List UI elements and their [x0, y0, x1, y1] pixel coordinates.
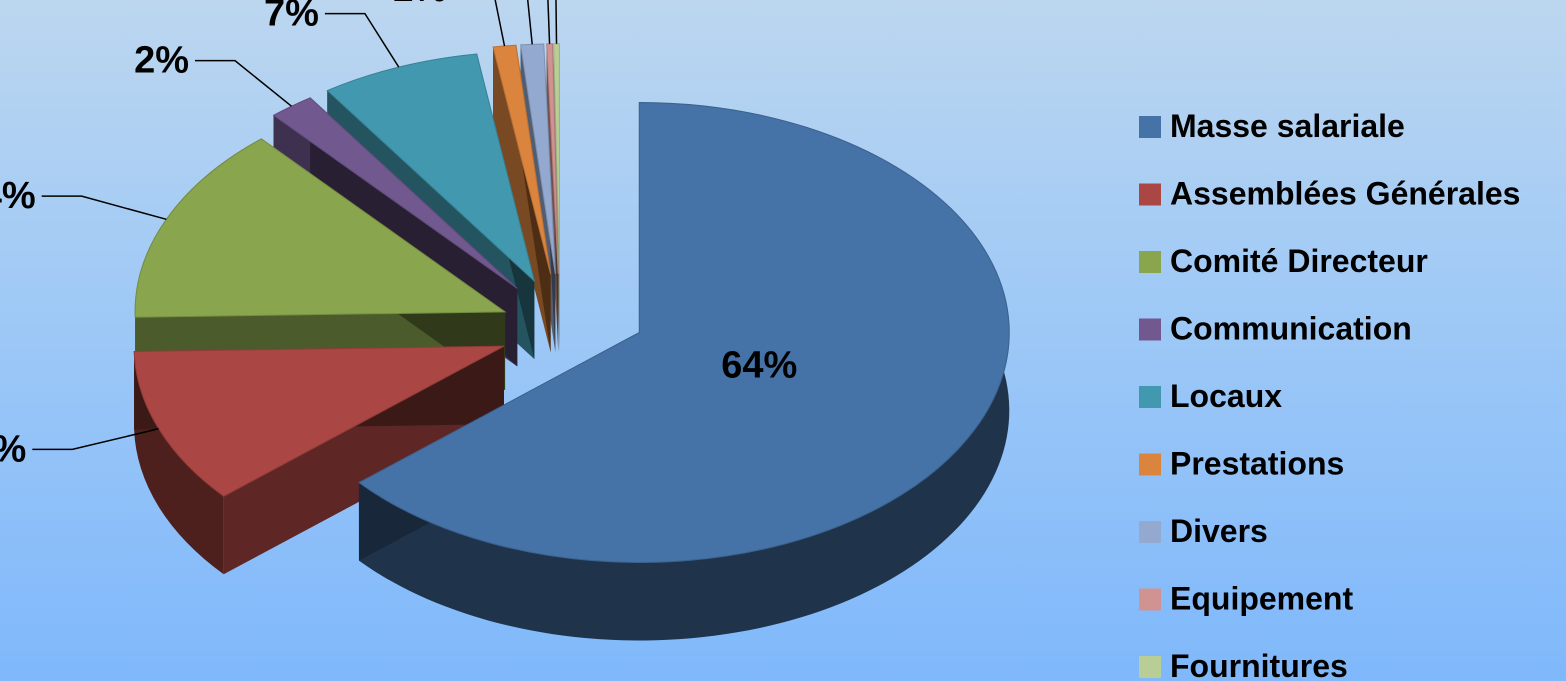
legend-swatch-equipement — [1139, 589, 1161, 611]
legend-swatch-comite-directeur — [1139, 251, 1161, 273]
legend-label-equipement: Equipement — [1170, 581, 1353, 617]
leader-line-fournitures — [516, 0, 557, 44]
data-label-comite-directeur: 14% — [0, 175, 36, 217]
leader-line-communication — [195, 61, 291, 107]
data-label-assemblees-generales: 11% — [0, 428, 26, 470]
legend-swatch-assemblees-generales — [1139, 184, 1161, 206]
legend-label-masse-salariale: Masse salariale — [1170, 108, 1405, 144]
legend: Masse salariale Assemblées Générales Comit… — [1139, 108, 1520, 681]
legend-label-divers: Divers — [1170, 513, 1268, 549]
legend-label-assemblees-generales: Assemblées Générales — [1170, 176, 1520, 212]
legend-label-comite-directeur: Comité Directeur — [1170, 243, 1428, 279]
data-label-fournitures: 0% — [455, 0, 510, 7]
legend-swatch-communication — [1139, 319, 1161, 341]
legend-label-communication: Communication — [1170, 311, 1412, 347]
legend-swatch-fournitures — [1139, 656, 1161, 678]
legend-label-prestations: Prestations — [1170, 446, 1344, 482]
data-label-locaux: 7% — [264, 0, 319, 35]
legend-label-fournitures: Fournitures — [1170, 648, 1348, 681]
leader-line-comite-directeur — [42, 196, 167, 219]
legend-label-locaux: Locaux — [1170, 378, 1282, 414]
legend-swatch-locaux — [1139, 386, 1161, 408]
legend-swatch-masse-salariale — [1139, 116, 1161, 138]
legend-swatch-divers — [1139, 521, 1161, 543]
data-label-communication: 2% — [134, 40, 189, 82]
legend-swatch-prestations — [1139, 454, 1161, 476]
leader-line-locaux — [325, 14, 399, 68]
data-label-masse-salariale: 64% — [721, 345, 797, 387]
